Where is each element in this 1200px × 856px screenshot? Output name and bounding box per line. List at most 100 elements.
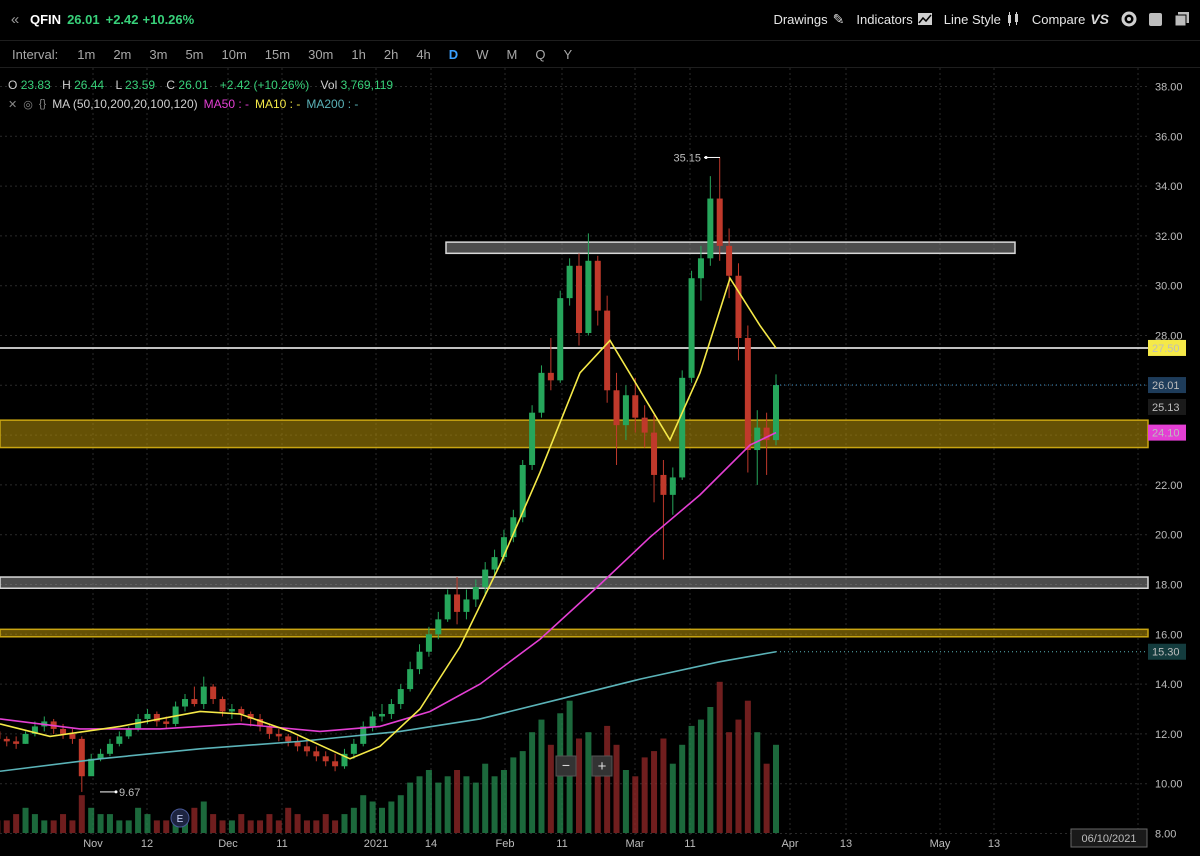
candle-body <box>726 245 733 276</box>
volume-bar <box>285 807 292 833</box>
earnings-event-icon <box>170 808 190 828</box>
interval-2h[interactable]: 2h <box>383 46 399 62</box>
toolbar: Drawings ✎ Indicators Line Style Compare V… <box>773 0 1190 38</box>
candle-body <box>275 733 282 737</box>
volume-bar <box>538 719 545 833</box>
candle-body <box>594 260 601 311</box>
symbol-label[interactable]: QFIN <box>30 11 62 27</box>
x-tick-label: 11 <box>556 838 567 850</box>
volume-bar <box>688 725 695 833</box>
candle-body <box>379 713 385 717</box>
volume-bar <box>510 757 517 833</box>
volume-bar <box>576 738 582 833</box>
ma200-label: MA200 : - <box>306 97 359 111</box>
interval-15m[interactable]: 15m <box>264 46 291 62</box>
candle-body <box>219 699 226 712</box>
volume-bar <box>313 820 320 833</box>
volume-bar <box>266 814 273 833</box>
close-study-icon[interactable]: ✕ <box>8 98 18 111</box>
volume-bar <box>275 820 282 833</box>
volume-bar <box>632 776 639 833</box>
pencil-icon: ✎ <box>832 10 845 27</box>
ma50-label: MA50 : - <box>203 97 249 111</box>
interval-30m[interactable]: 30m <box>308 46 334 62</box>
candle-body <box>266 726 273 734</box>
candle-body <box>707 198 714 259</box>
indicators-button[interactable]: Indicators <box>856 12 932 27</box>
zoom-in-button <box>591 755 613 777</box>
interval-d[interactable]: D <box>448 46 459 62</box>
volume-bar <box>416 776 423 833</box>
candle-body <box>294 741 301 747</box>
low-annotation: 9.67 <box>119 787 140 799</box>
collapse-icon[interactable]: « <box>10 10 20 28</box>
top-bar: « QFIN 26.01 +2.42 +10.26% Drawings ✎ Ind… <box>0 0 1200 38</box>
line-style-label: Line Style <box>943 11 1001 27</box>
interval-3m[interactable]: 3m <box>149 46 168 62</box>
candle-body <box>754 427 761 451</box>
volume-bar <box>454 770 461 833</box>
price-tag <box>1148 424 1186 441</box>
interval-5m[interactable]: 5m <box>185 46 204 62</box>
candle-body <box>566 265 573 299</box>
candle-body <box>153 713 160 722</box>
price-tag <box>1148 398 1186 415</box>
interval-w[interactable]: W <box>476 46 489 62</box>
volume-bar <box>360 795 367 833</box>
volume-label: Vol <box>320 78 338 92</box>
candle-body <box>613 390 620 426</box>
interval-10m[interactable]: 10m <box>221 46 247 62</box>
volume-bar <box>726 732 733 833</box>
candle-body <box>763 427 770 441</box>
volume-bar <box>97 814 104 833</box>
interval-bar: Interval: 1m 2m 3m 5m 10m 15m 30m 1h 2h … <box>0 40 1200 68</box>
y-tick-label: 10.00 <box>1155 779 1183 791</box>
save-template-icon[interactable] <box>1149 12 1162 26</box>
candle-body <box>622 395 629 426</box>
candle-body <box>210 686 217 700</box>
y-tick-label: 30.00 <box>1155 281 1183 293</box>
high-annotation: 35.15 <box>673 152 701 164</box>
visibility-icon[interactable]: ◎ <box>23 98 33 111</box>
x-tick-label: Mar <box>626 838 645 850</box>
candle-body <box>341 753 348 767</box>
candle-body <box>679 377 686 478</box>
compare-button[interactable]: Compare VS <box>1032 11 1109 27</box>
interval-2m[interactable]: 2m <box>113 46 132 62</box>
line-style-button[interactable]: Line Style <box>944 12 1020 27</box>
price-tag-label: 26.01 <box>1152 380 1180 392</box>
drawings-button[interactable]: Drawings ✎ <box>773 11 844 28</box>
volume-bar <box>163 820 170 833</box>
interval-q[interactable]: Q <box>535 46 546 62</box>
settings-gear-icon[interactable] <box>1121 11 1137 27</box>
ma-study-label[interactable]: MA (50,10,200,20,100,120) <box>52 97 198 111</box>
high-value: 26.44 <box>74 78 105 92</box>
low-value: 23.59 <box>125 78 156 92</box>
candle-body <box>529 412 536 465</box>
volume-bar <box>519 751 526 833</box>
earnings-event-label: E <box>177 814 184 825</box>
y-tick-label: 38.00 <box>1155 82 1183 94</box>
x-tick-label: 2021 <box>364 838 388 850</box>
interval-1m[interactable]: 1m <box>77 46 96 62</box>
volume-bar <box>407 782 414 833</box>
code-icon[interactable]: {} <box>38 98 47 110</box>
low-label: L <box>115 78 122 92</box>
volume-bar <box>547 744 554 833</box>
copy-layout-icon[interactable] <box>1174 11 1190 27</box>
interval-4h[interactable]: 4h <box>416 46 431 62</box>
candle-body <box>13 741 20 744</box>
candle-body <box>200 686 207 705</box>
interval-y[interactable]: Y <box>563 46 573 62</box>
price-tag <box>1148 377 1186 394</box>
interval-m[interactable]: M <box>506 46 518 62</box>
volume-bar <box>679 744 686 833</box>
candle-body <box>744 337 751 451</box>
candle-body <box>538 372 545 413</box>
interval-1h[interactable]: 1h <box>351 46 366 62</box>
volume-bar <box>135 807 142 833</box>
y-tick-label: 8.00 <box>1155 829 1176 841</box>
ma10-line <box>0 276 777 760</box>
candle-body <box>735 275 742 338</box>
